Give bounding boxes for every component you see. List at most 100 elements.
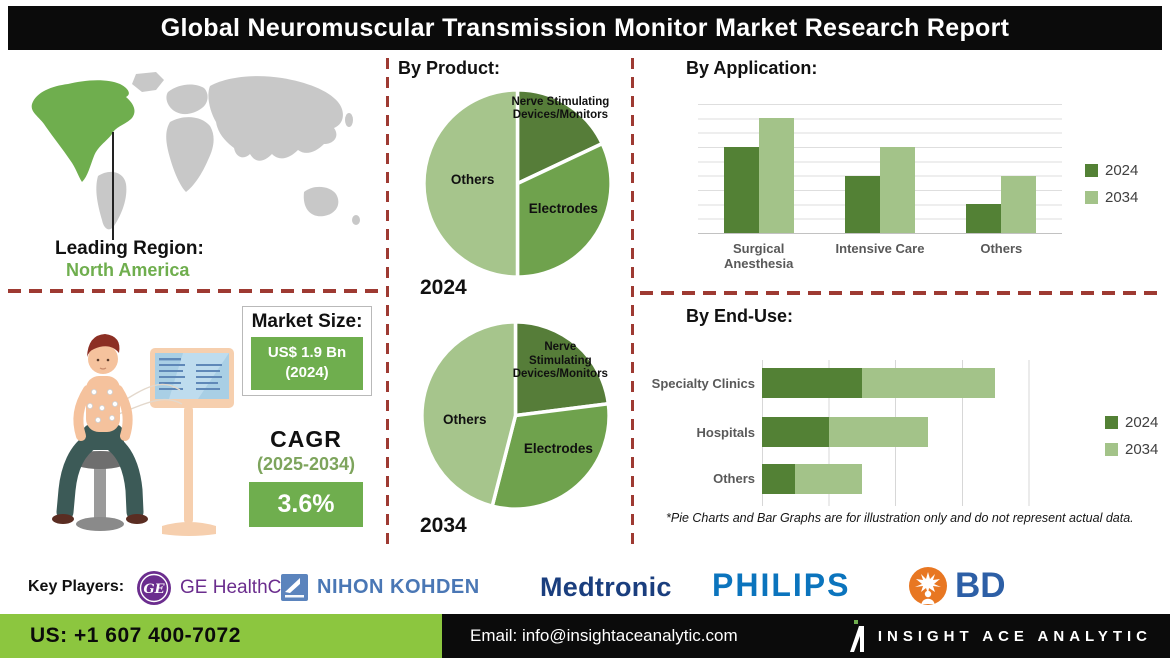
legend-swatch-2034 [1105, 443, 1118, 456]
pie-2034-label-others: Others [443, 411, 487, 427]
legend-item-2024: 2024 [1085, 162, 1138, 179]
pie-2024-label-nerve: Nerve Stimulating Devices/Monitors [511, 95, 610, 121]
bd-wordmark: BD [955, 566, 1006, 605]
insight-ace-analytic-logo: INSIGHT ACE ANALYTIC [849, 614, 1152, 658]
pie-slice-1 [515, 141, 613, 279]
pie-slice-0 [513, 320, 611, 418]
key-player-ge-healthcare: GE GE HealthCare [136, 570, 309, 606]
insight-ace-a-icon [849, 620, 864, 652]
by-end-use-heading: By End-Use: [686, 306, 794, 326]
divider-horizontal-left [8, 289, 380, 293]
legend-item-2034: 2034 [1085, 189, 1138, 206]
eu-bar-specialty-clinics [762, 368, 996, 398]
eu-segment-2034-specialty-clinics [861, 368, 996, 398]
legend-item-2024: 2024 [1105, 414, 1158, 431]
footer-bar: Email: info@insightaceanalytic.com INSIG… [442, 614, 1170, 658]
pie-2034-year-label: 2034 [420, 514, 467, 537]
bar-2024-others [966, 204, 1002, 233]
map-asia [208, 76, 343, 161]
by-application-bars [698, 104, 1062, 233]
pie-chart-2034: Nerve Stimulating Devices/Monitors Other… [418, 318, 613, 513]
key-player-bd: BD [908, 566, 1006, 606]
illustration-disclaimer: *Pie Charts and Bar Graphs are for illus… [666, 511, 1134, 525]
cagr-period: (2025-2034) [256, 454, 356, 474]
pie-2034-label-nerve: Nerve Stimulating Devices/Monitors [512, 341, 608, 380]
category-others: Others [980, 241, 1023, 256]
insight-ace-wordmark: INSIGHT ACE ANALYTIC [877, 627, 1152, 645]
ge-monogram-icon: GE [137, 571, 171, 605]
key-players-label: Key Players: [28, 578, 125, 595]
eu-segment-2024-specialty-clinics [762, 368, 862, 398]
leading-region-label: Leading Region: [55, 238, 204, 259]
market-size-value: US$ 1.9 Bn [267, 344, 347, 361]
stool-base [76, 517, 124, 531]
cagr-block: CAGR (2025-2034) 3.6% [242, 426, 370, 527]
by-application-category-labels: Surgical Anesthesia Intensive Care Other… [698, 241, 1062, 271]
monitor-base [162, 522, 216, 536]
map-new-zealand [352, 215, 360, 225]
pie-2034-label-electrodes: Electrodes [523, 440, 593, 456]
legend-label-2024: 2024 [1125, 414, 1159, 431]
legend-swatch-2034 [1085, 191, 1098, 204]
pie-slice-1 [490, 402, 611, 511]
map-europe [166, 84, 208, 115]
market-size-year: (2024) [285, 363, 329, 381]
legend-item-2034: 2034 [1105, 441, 1158, 458]
map-pointer-line [112, 132, 114, 240]
by-application-plot [698, 104, 1062, 234]
bar-2024-surgical-anesthesia [723, 147, 759, 233]
divider-vertical-right [631, 58, 634, 545]
medtronic-wordmark: Medtronic [540, 572, 672, 602]
eu-segment-2024-hospitals [762, 417, 829, 447]
by-product-heading: By Product: [398, 58, 501, 78]
pie-slice-2 [420, 320, 518, 508]
pie-2024-label-electrodes: Electrodes [528, 201, 598, 217]
category-surgical-anesthesia: Surgical Anesthesia [723, 241, 794, 271]
divider-horizontal-right [640, 291, 1164, 295]
eu-bar-hospitals [762, 417, 929, 447]
cagr-label: CAGR [270, 426, 342, 452]
map-north-america-highlight [31, 80, 135, 182]
leading-region-value: North America [66, 260, 190, 280]
market-size-label: Market Size: [251, 311, 363, 332]
report-title: Global Neuromuscular Transmission Monito… [160, 13, 1010, 42]
patient-figure [52, 334, 148, 524]
legend-swatch-2024 [1105, 416, 1118, 429]
bar-group-surgical-anesthesia [698, 104, 819, 233]
eu-segment-2034-others [795, 464, 862, 494]
nihon-kohden-icon [281, 574, 308, 601]
end-use-label-specialty-clinics: Specialty Clinics [651, 376, 755, 391]
pie-svg [420, 320, 611, 511]
legend-label-2024: 2024 [1105, 162, 1139, 179]
by-end-use-plot [762, 360, 1095, 506]
title-bar: Global Neuromuscular Transmission Monito… [8, 6, 1162, 50]
screen-text-lines [159, 358, 222, 390]
key-player-medtronic: Medtronic [540, 572, 672, 603]
by-application-heading: By Application: [686, 58, 818, 78]
map-australia [303, 186, 339, 217]
legend-label-2034: 2034 [1125, 441, 1159, 458]
bd-sunburst-icon [909, 567, 947, 605]
divider-vertical-left [386, 58, 389, 545]
pie-slice-0 [515, 88, 604, 186]
map-south-america [96, 171, 127, 230]
eu-segment-2024-others [762, 464, 796, 494]
bar-group-others [941, 104, 1062, 233]
map-japan [345, 113, 353, 127]
stool-leg [94, 462, 106, 520]
philips-wordmark: PHILIPS [712, 567, 851, 603]
bar-2034-surgical-anesthesia [758, 118, 794, 233]
eu-segment-2034-hospitals [828, 417, 929, 447]
by-application-legend: 2024 2034 [1085, 162, 1138, 216]
key-player-nihon-kohden: NIHON KOHDEN [281, 574, 480, 601]
pie-2024-year-label: 2024 [420, 276, 467, 299]
legend-label-2034: 2034 [1105, 189, 1139, 206]
eu-bar-others [762, 464, 862, 494]
bar-2024-intensive-care [844, 175, 880, 233]
legend-swatch-2024 [1085, 164, 1098, 177]
ge-healthcare-wordmark: GE HealthCare [180, 577, 309, 598]
monitor-pole [184, 406, 193, 524]
svg-text:GE: GE [143, 582, 165, 597]
market-size-card: Market Size: US$ 1.9 Bn (2024) [242, 306, 372, 396]
